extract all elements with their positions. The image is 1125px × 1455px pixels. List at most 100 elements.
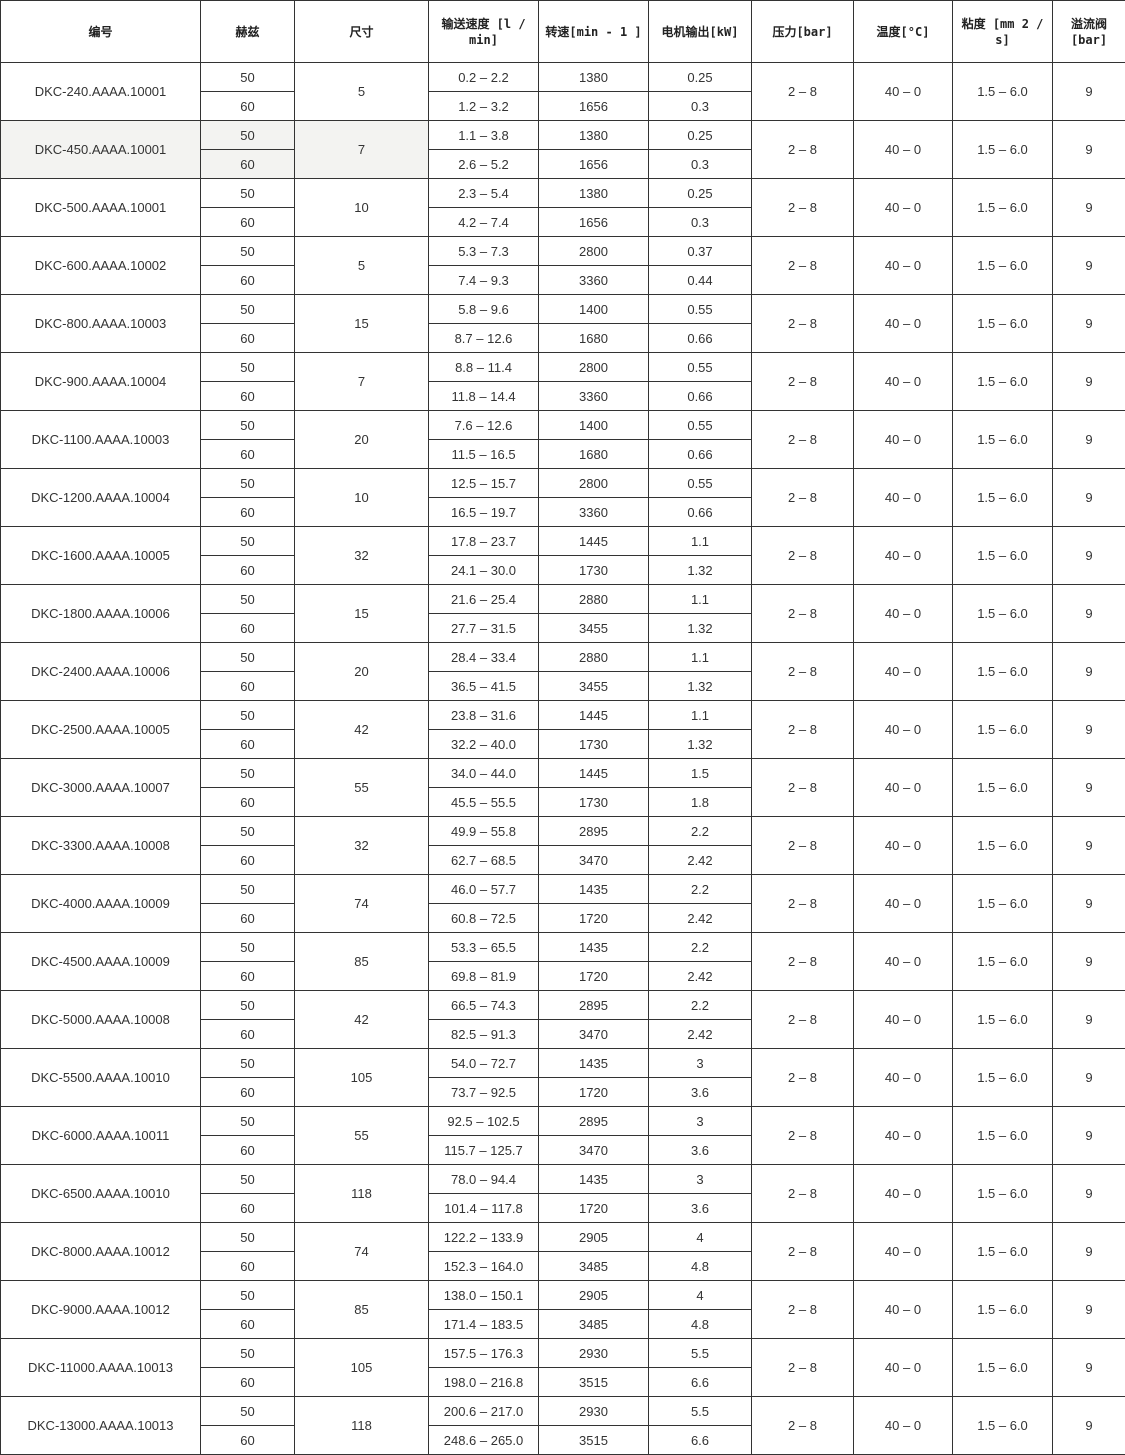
flow-cell: 7.6 – 12.6: [428, 410, 539, 440]
table-row: DKC-3300.AAAA.10008 50 32 49.9 – 55.8 2895 2.…: [0, 816, 1125, 875]
rpm-cell: 3470: [538, 845, 649, 875]
flow-cell: 32.2 – 40.0: [428, 729, 539, 759]
flow-cell: 0.2 – 2.2: [428, 62, 539, 92]
relief-cell: 9: [1052, 120, 1125, 179]
relief-cell: 9: [1052, 410, 1125, 469]
flow-cell: 152.3 – 164.0: [428, 1251, 539, 1281]
table-row: DKC-800.AAAA.10003 50 15 5.8 – 9.6 1400 0.55 2…: [0, 294, 1125, 353]
table-row: DKC-3000.AAAA.10007 50 55 34.0 – 44.0 1445 1.…: [0, 758, 1125, 817]
viscosity-cell: 1.5 – 6.0: [952, 120, 1053, 179]
temp-cell: 40 – 0: [853, 120, 953, 179]
rpm-cell: 2930: [538, 1338, 649, 1368]
hz-cell: 60: [200, 1135, 295, 1165]
motor-cell: 0.55: [648, 352, 752, 382]
temp-cell: 40 – 0: [853, 236, 953, 295]
rpm-cell: 2880: [538, 584, 649, 614]
rpm-cell: 1380: [538, 62, 649, 92]
table-subrow: 60 73.7 – 92.5 1720 3.6: [1, 1077, 1125, 1107]
motor-cell: 3.6: [648, 1135, 752, 1165]
relief-cell: 9: [1052, 294, 1125, 353]
motor-cell: 2.2: [648, 874, 752, 904]
model-cell: DKC-8000.AAAA.10012: [0, 1222, 201, 1281]
relief-cell: 9: [1052, 1280, 1125, 1339]
flow-cell: 27.7 – 31.5: [428, 613, 539, 643]
hz-cell: 60: [200, 497, 295, 527]
pressure-cell: 2 – 8: [751, 1338, 854, 1397]
table-row: DKC-13000.AAAA.10013 50 118 200.6 – 217.0 29…: [0, 1396, 1125, 1455]
hz-cell: 50: [200, 410, 295, 440]
motor-cell: 0.66: [648, 439, 752, 469]
size-cell: 42: [294, 700, 429, 759]
size-cell: 74: [294, 874, 429, 933]
motor-cell: 2.42: [648, 903, 752, 933]
flow-cell: 5.3 – 7.3: [428, 236, 539, 266]
rpm-cell: 3485: [538, 1309, 649, 1339]
header-flow: 输送速度 [l / min]: [428, 0, 539, 63]
flow-cell: 73.7 – 92.5: [428, 1077, 539, 1107]
size-cell: 5: [294, 236, 429, 295]
motor-cell: 4.8: [648, 1309, 752, 1339]
table-subrow: 60 82.5 – 91.3 3470 2.42: [1, 1019, 1125, 1049]
motor-cell: 1.1: [648, 584, 752, 614]
relief-cell: 9: [1052, 932, 1125, 991]
rpm-cell: 3360: [538, 381, 649, 411]
motor-cell: 2.42: [648, 961, 752, 991]
model-cell: DKC-450.AAAA.10001: [0, 120, 201, 179]
motor-cell: 1.32: [648, 613, 752, 643]
temp-cell: 40 – 0: [853, 468, 953, 527]
hz-cell: 50: [200, 526, 295, 556]
rpm-cell: 1435: [538, 1164, 649, 1194]
table-row: DKC-240.AAAA.10001 50 5 0.2 – 2.2 1380 0.25 2 …: [0, 62, 1125, 121]
relief-cell: 9: [1052, 816, 1125, 875]
rpm-cell: 3470: [538, 1019, 649, 1049]
pressure-cell: 2 – 8: [751, 874, 854, 933]
size-cell: 7: [294, 352, 429, 411]
table-row: DKC-1800.AAAA.10006 50 15 21.6 – 25.4 2880 1.…: [0, 584, 1125, 643]
temp-cell: 40 – 0: [853, 62, 953, 121]
table-subrow: 60 248.6 – 265.0 3515 6.6: [1, 1425, 1125, 1455]
viscosity-cell: 1.5 – 6.0: [952, 526, 1053, 585]
viscosity-cell: 1.5 – 6.0: [952, 468, 1053, 527]
flow-cell: 24.1 – 30.0: [428, 555, 539, 585]
motor-cell: 4: [648, 1280, 752, 1310]
viscosity-cell: 1.5 – 6.0: [952, 178, 1053, 237]
motor-cell: 0.3: [648, 207, 752, 237]
rpm-cell: 2800: [538, 468, 649, 498]
relief-cell: 9: [1052, 584, 1125, 643]
pressure-cell: 2 – 8: [751, 178, 854, 237]
flow-cell: 157.5 – 176.3: [428, 1338, 539, 1368]
rpm-cell: 1656: [538, 149, 649, 179]
rpm-cell: 1445: [538, 526, 649, 556]
rpm-cell: 1680: [538, 323, 649, 353]
flow-cell: 101.4 – 117.8: [428, 1193, 539, 1223]
hz-cell: 60: [200, 91, 295, 121]
rpm-cell: 1656: [538, 207, 649, 237]
rpm-cell: 2800: [538, 352, 649, 382]
model-cell: DKC-6500.AAAA.10010: [0, 1164, 201, 1223]
size-cell: 32: [294, 526, 429, 585]
viscosity-cell: 1.5 – 6.0: [952, 62, 1053, 121]
size-cell: 10: [294, 178, 429, 237]
table-row: DKC-6000.AAAA.10011 50 55 92.5 – 102.5 2895 3…: [0, 1106, 1125, 1165]
relief-cell: 9: [1052, 1338, 1125, 1397]
flow-cell: 45.5 – 55.5: [428, 787, 539, 817]
temp-cell: 40 – 0: [853, 1164, 953, 1223]
motor-cell: 3: [648, 1106, 752, 1136]
table-subrow: 60 7.4 – 9.3 3360 0.44: [1, 265, 1125, 295]
flow-cell: 11.5 – 16.5: [428, 439, 539, 469]
rpm-cell: 1730: [538, 555, 649, 585]
table-row: DKC-8000.AAAA.10012 50 74 122.2 – 133.9 2905…: [0, 1222, 1125, 1281]
flow-cell: 62.7 – 68.5: [428, 845, 539, 875]
motor-cell: 0.55: [648, 468, 752, 498]
temp-cell: 40 – 0: [853, 932, 953, 991]
relief-cell: 9: [1052, 1396, 1125, 1455]
relief-cell: 9: [1052, 642, 1125, 701]
table-subrow: 60 36.5 – 41.5 3455 1.32: [1, 671, 1125, 701]
flow-cell: 49.9 – 55.8: [428, 816, 539, 846]
rpm-cell: 3485: [538, 1251, 649, 1281]
hz-cell: 60: [200, 207, 295, 237]
table-row: DKC-900.AAAA.10004 50 7 8.8 – 11.4 2800 0.55 2…: [0, 352, 1125, 411]
motor-cell: 2.42: [648, 845, 752, 875]
flow-cell: 2.6 – 5.2: [428, 149, 539, 179]
temp-cell: 40 – 0: [853, 1338, 953, 1397]
